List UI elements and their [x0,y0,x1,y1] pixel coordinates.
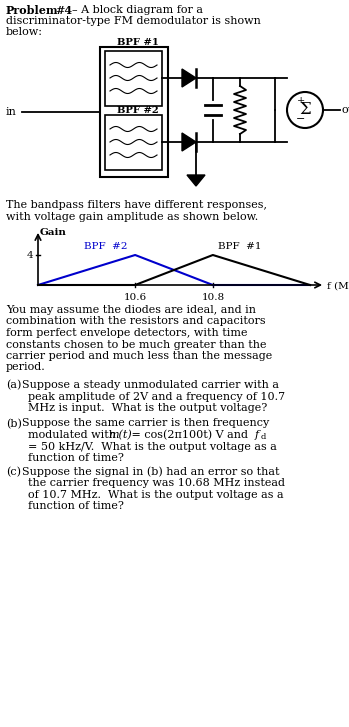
Text: = cos(2π100t) V and: = cos(2π100t) V and [128,430,252,441]
Text: BPF #1: BPF #1 [117,38,159,47]
Text: period.: period. [6,363,46,372]
Text: 4: 4 [27,251,33,260]
Text: peak amplitude of 2V and a frequency of 10.7: peak amplitude of 2V and a frequency of … [28,392,285,401]
Text: (a): (a) [6,380,21,390]
Text: below:: below: [6,27,43,37]
Text: = 50 kHz/V.  What is the output voltage as a: = 50 kHz/V. What is the output voltage a… [28,441,277,451]
Text: f (MHz): f (MHz) [327,281,349,291]
Text: BPF  #2: BPF #2 [84,242,128,251]
Text: modulated with: modulated with [28,430,119,440]
Text: carrier period and much less than the message: carrier period and much less than the me… [6,351,272,361]
Text: Suppose a steady unmodulated carrier with a: Suppose a steady unmodulated carrier wit… [22,380,279,390]
Text: discriminator-type FM demodulator is shown: discriminator-type FM demodulator is sho… [6,16,261,26]
Bar [105,51,162,106]
Bar [100,47,168,177]
Text: (c): (c) [6,467,21,477]
Bar [105,115,162,170]
Text: function of time?: function of time? [28,501,124,511]
Text: constants chosen to be much greater than the: constants chosen to be much greater than… [6,340,267,350]
Text: – A block diagram for a: – A block diagram for a [72,5,203,15]
Text: 10.6: 10.6 [124,293,147,302]
Text: BPF  #1: BPF #1 [218,242,262,251]
Text: Suppose the same carrier is then frequency: Suppose the same carrier is then frequen… [22,419,269,428]
Text: function of time?: function of time? [28,453,124,463]
Text: #4: #4 [55,5,72,16]
Text: You may assume the diodes are ideal, and in: You may assume the diodes are ideal, and… [6,305,256,315]
Text: (b): (b) [6,419,22,429]
Text: form perfect envelope detectors, with time: form perfect envelope detectors, with ti… [6,328,247,338]
Text: MHz is input.  What is the output voltage?: MHz is input. What is the output voltage… [28,403,267,413]
Text: the carrier frequency was 10.68 MHz instead: the carrier frequency was 10.68 MHz inst… [28,478,285,488]
Text: d: d [261,433,266,441]
Text: Problem: Problem [6,5,59,16]
Text: Σ: Σ [299,102,311,119]
Text: +: + [297,96,305,105]
Text: m(t): m(t) [108,430,132,441]
Text: of 10.7 MHz.  What is the output voltage as a: of 10.7 MHz. What is the output voltage … [28,489,284,499]
Polygon shape [187,175,205,186]
Text: BPF #2: BPF #2 [117,106,159,115]
Polygon shape [182,69,196,87]
Text: The bandpass filters have different responses,: The bandpass filters have different resp… [6,200,267,210]
Text: −: − [296,114,306,124]
Text: with voltage gain amplitude as shown below.: with voltage gain amplitude as shown bel… [6,212,258,222]
Text: out: out [341,105,349,115]
Text: f: f [255,430,259,440]
Text: Gain: Gain [40,228,67,237]
Text: 10.8: 10.8 [201,293,224,302]
Text: combination with the resistors and capacitors: combination with the resistors and capac… [6,316,266,326]
Polygon shape [182,133,196,151]
Text: in: in [6,107,17,117]
Text: Suppose the signal in (b) had an error so that: Suppose the signal in (b) had an error s… [22,467,280,477]
